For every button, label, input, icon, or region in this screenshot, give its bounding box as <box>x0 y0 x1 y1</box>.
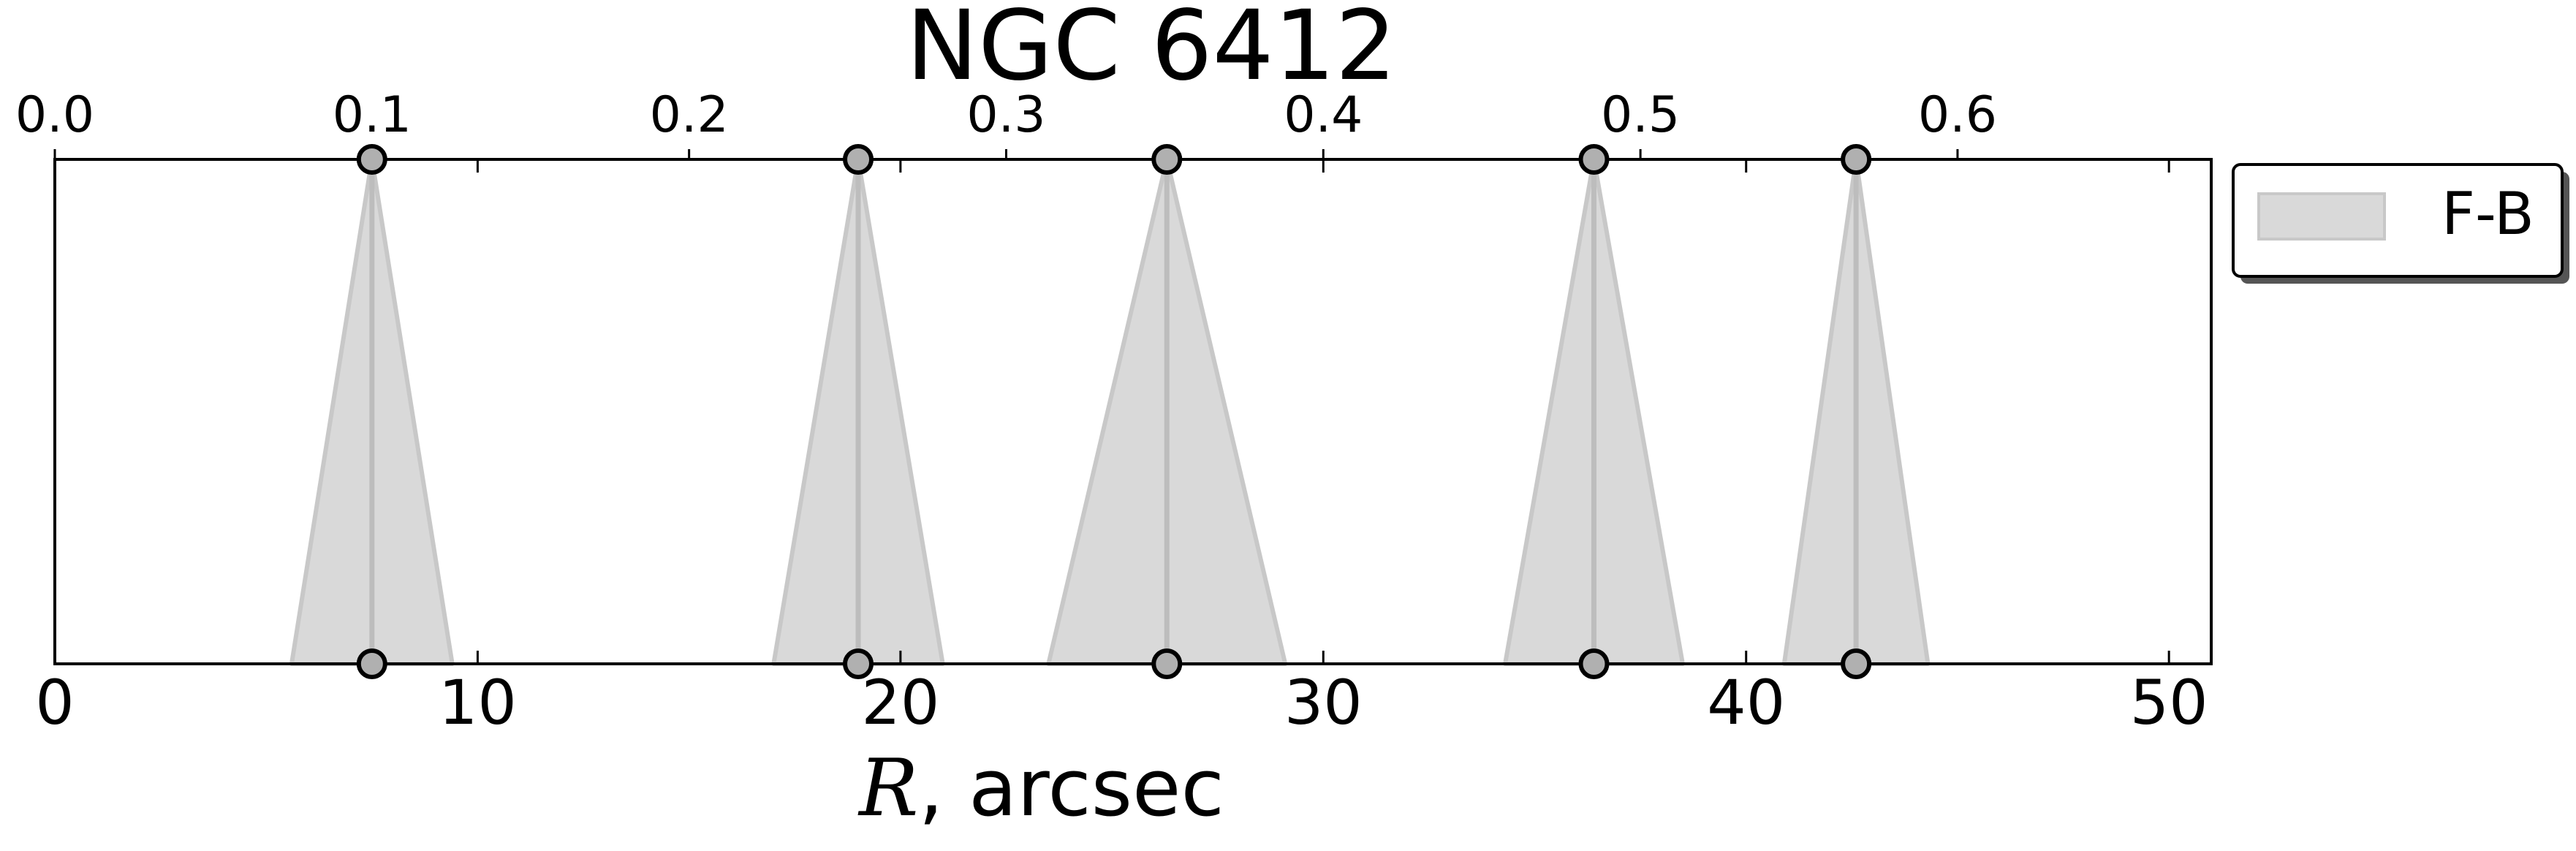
peak-marker-bottom-1 <box>356 648 387 679</box>
legend-label: F-B <box>2441 180 2534 248</box>
peak-marker-bottom-5 <box>1841 648 1872 679</box>
peak-marker-top-2 <box>843 144 874 175</box>
peak-marker-bottom-4 <box>1578 648 1610 679</box>
chart-title: NGC 6412 <box>906 0 1396 102</box>
legend: F-B <box>2232 163 2569 284</box>
markers-layer <box>356 144 1872 679</box>
top-tick-label-1: 0.1 <box>333 86 412 144</box>
top-tick-label-0: 0.0 <box>15 86 94 144</box>
peak-marker-top-1 <box>356 144 387 175</box>
x-axis-variable: R <box>857 743 918 834</box>
top-tick-label-5: 0.5 <box>1601 86 1680 144</box>
x-axis-label: R, arcsec <box>857 743 1224 834</box>
peak-marker-top-3 <box>1151 144 1183 175</box>
peak-marker-top-4 <box>1578 144 1610 175</box>
x-tick-label-1: 10 <box>439 667 517 738</box>
legend-swatch <box>2257 192 2386 241</box>
peak-marker-bottom-2 <box>843 648 874 679</box>
x-axis-unit: , arcsec <box>918 743 1224 834</box>
x-tick-label-5: 50 <box>2130 667 2208 738</box>
peak-marker-top-5 <box>1841 144 1872 175</box>
x-tick-label-3: 30 <box>1284 667 1363 738</box>
peak-marker-bottom-3 <box>1151 648 1183 679</box>
peaks-layer <box>289 157 1931 666</box>
x-tick-label-0: 0 <box>35 667 74 738</box>
top-tick-label-6: 0.6 <box>1918 86 1997 144</box>
top-tick-label-4: 0.4 <box>1284 86 1363 144</box>
top-tick-label-3: 0.3 <box>966 86 1045 144</box>
plot-frame <box>53 158 2213 665</box>
x-tick-label-2: 20 <box>861 667 939 738</box>
top-tick-label-2: 0.2 <box>650 86 729 144</box>
ticks-layer: 0 10 20 30 40 50 0.0 0.1 0.2 0.3 0.4 0.5 0.6 <box>15 86 2208 738</box>
x-tick-label-4: 40 <box>1707 667 1785 738</box>
